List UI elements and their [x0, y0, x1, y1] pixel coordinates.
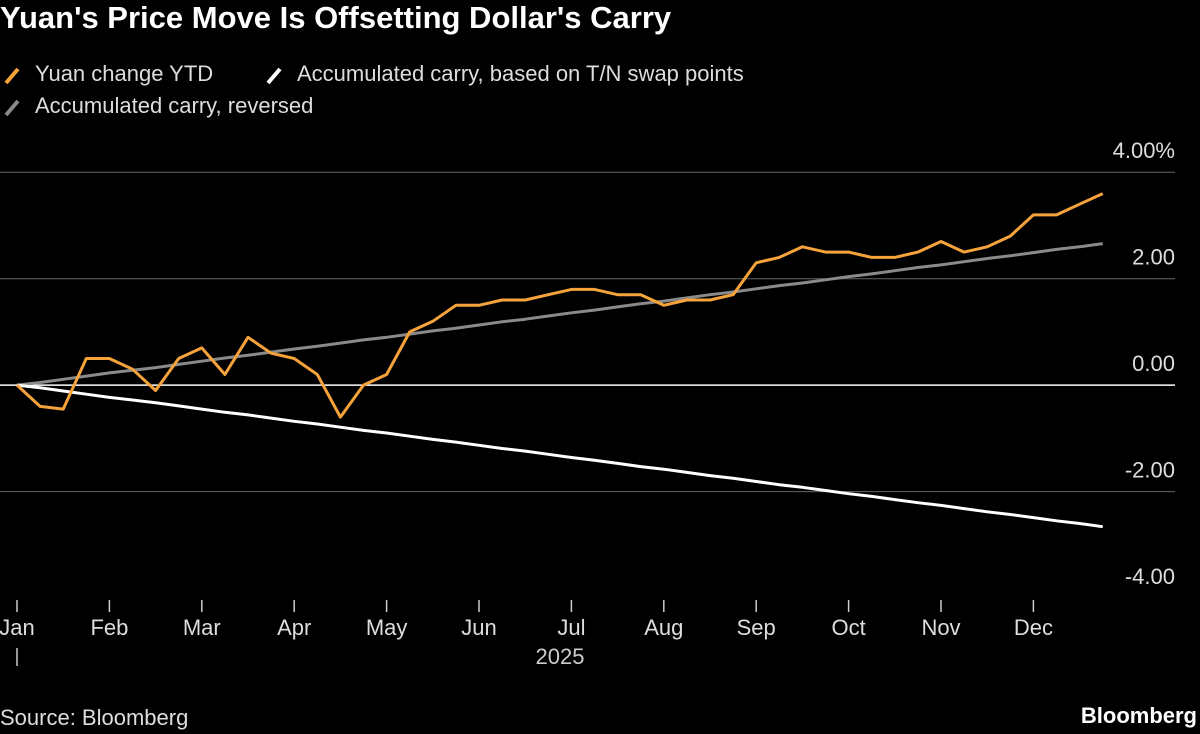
source: Source: Bloomberg: [0, 705, 188, 730]
y-tick-label: 4.00%: [1113, 138, 1175, 163]
x-tick-label: May: [366, 615, 408, 640]
x-tick-label: Sep: [737, 615, 776, 640]
series-line: [15, 192, 1104, 419]
y-tick-label: -2.00: [1125, 457, 1175, 482]
x-tick-label: Jan: [0, 615, 35, 640]
x-tick-label: Dec: [1014, 615, 1053, 640]
legend-label: Yuan change YTD: [35, 61, 213, 86]
x-axis-label: 2025: [536, 644, 585, 669]
legend-label: Accumulated carry, reversed: [35, 93, 313, 118]
series-line: [16, 242, 1103, 387]
legend-swatch: [266, 67, 282, 85]
y-tick-label: 2.00: [1132, 245, 1175, 270]
brand: Bloomberg: [1081, 703, 1197, 728]
chart-title: Yuan's Price Move Is Offsetting Dollar's…: [0, 0, 672, 35]
x-tick-label: Jun: [461, 615, 496, 640]
x-tick-label: Mar: [183, 615, 221, 640]
x-tick-label: Apr: [277, 615, 311, 640]
legend-swatch: [4, 99, 20, 117]
series-line: [16, 383, 1103, 529]
x-tick-label: Nov: [921, 615, 960, 640]
x-tick-label: Aug: [644, 615, 683, 640]
legend-swatch: [4, 67, 20, 85]
y-tick-label: 0.00: [1132, 351, 1175, 376]
legend-label: Accumulated carry, based on T/N swap poi…: [297, 61, 744, 86]
x-tick-label: Jul: [557, 615, 585, 640]
x-tick-label: Oct: [831, 615, 865, 640]
x-tick-label: Feb: [90, 615, 128, 640]
y-tick-label: -4.00: [1125, 564, 1175, 589]
